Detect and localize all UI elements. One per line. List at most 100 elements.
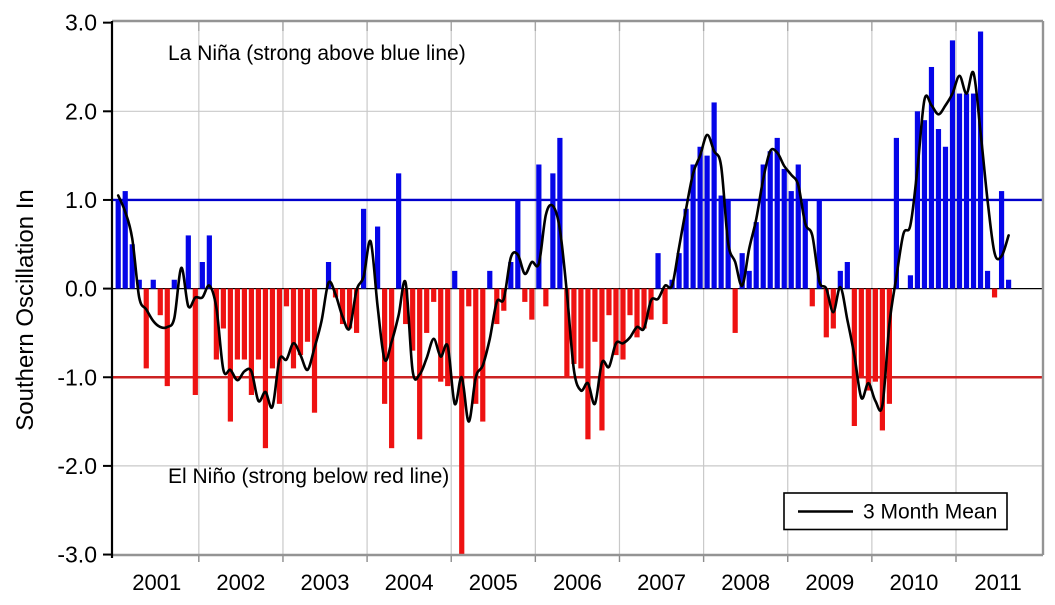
soi-bar-positive bbox=[767, 151, 773, 289]
soi-bar-positive bbox=[746, 270, 752, 289]
x-tick-label: 2007 bbox=[637, 570, 686, 595]
soi-bar-positive bbox=[795, 164, 801, 289]
soi-bar-positive bbox=[837, 270, 843, 289]
soi-bar-negative bbox=[634, 288, 640, 338]
soi-bar-positive bbox=[704, 155, 710, 289]
soi-bar-negative bbox=[227, 288, 233, 422]
soi-bar-positive bbox=[206, 235, 212, 289]
soi-bar-positive bbox=[984, 270, 991, 289]
soi-bar-positive bbox=[1005, 279, 1012, 289]
soi-bar-positive bbox=[122, 191, 128, 289]
soi-bar-negative bbox=[564, 288, 570, 378]
soi-bar-positive bbox=[508, 262, 514, 289]
y-tick-label: -3.0 bbox=[57, 542, 97, 568]
mean-line bbox=[116, 70, 1010, 423]
soi-bar-positive bbox=[942, 146, 949, 289]
soi-bar-positive bbox=[683, 208, 689, 289]
soi-bar-negative bbox=[164, 288, 170, 387]
soi-bar-negative bbox=[424, 288, 430, 333]
soi-bar-negative bbox=[248, 288, 255, 395]
legend-box bbox=[783, 492, 1008, 531]
y-axis-title: Southern Oscillation In bbox=[12, 189, 39, 430]
axis-ticks bbox=[103, 21, 112, 556]
soi-bar-negative bbox=[262, 288, 269, 449]
soi-bar-negative bbox=[529, 288, 535, 320]
soi-bar-positive bbox=[970, 93, 977, 289]
soi-bar-negative bbox=[592, 288, 598, 342]
soi-bar-negative bbox=[382, 288, 388, 404]
soi-bar-positive bbox=[711, 102, 717, 289]
soi-bar-negative bbox=[438, 288, 444, 382]
soi-bar-negative bbox=[473, 288, 479, 404]
soi-bar-negative bbox=[627, 288, 633, 316]
soi-bar-negative bbox=[339, 288, 346, 325]
soi-bar-negative bbox=[858, 288, 864, 378]
soi-bar-positive bbox=[788, 191, 794, 289]
soi-bar-positive bbox=[998, 191, 1005, 289]
x-tick-label: 2011 bbox=[974, 570, 1021, 595]
soi-bar-negative bbox=[571, 288, 577, 364]
soi-bar-negative bbox=[459, 288, 465, 555]
soi-bar-negative bbox=[157, 288, 163, 316]
soi-bar-negative bbox=[641, 288, 647, 329]
soi-bar-negative bbox=[417, 288, 423, 440]
soi-bar-positive bbox=[136, 279, 142, 289]
soi-bar-positive bbox=[185, 235, 191, 289]
soi-bar-negative bbox=[662, 288, 668, 325]
soi-bar-positive bbox=[655, 253, 661, 289]
soi-bar-negative bbox=[585, 288, 591, 440]
soi-bar-positive bbox=[928, 66, 935, 289]
soi-bar-negative bbox=[346, 288, 353, 329]
x-tick-label: 2005 bbox=[469, 570, 518, 595]
soi-bar-positive bbox=[690, 164, 696, 289]
soi-bar-negative bbox=[620, 288, 626, 360]
soi-bar-positive bbox=[375, 226, 381, 289]
soi-bar-positive bbox=[816, 199, 822, 289]
soi-bar-positive bbox=[325, 262, 332, 289]
soi-bar-negative bbox=[732, 288, 738, 333]
soi-bar-positive bbox=[550, 173, 556, 289]
soi-bar-negative bbox=[522, 288, 528, 302]
soi-bar-positive bbox=[396, 173, 402, 289]
bars bbox=[115, 31, 1012, 555]
soi-bar-negative bbox=[466, 288, 472, 307]
soi-bar-negative bbox=[241, 288, 248, 360]
soi-bar-negative bbox=[865, 288, 871, 391]
legend-label: 3 Month Mean bbox=[863, 501, 997, 524]
soi-bar-positive bbox=[914, 111, 921, 289]
y-tick-label: 2.0 bbox=[65, 98, 97, 124]
x-tick-label: 2008 bbox=[721, 570, 770, 595]
soi-bar-positive bbox=[774, 137, 780, 289]
soi-bar-negative bbox=[599, 288, 605, 431]
x-tick-label: 2004 bbox=[385, 570, 434, 595]
legend: 3 Month Mean bbox=[783, 492, 1008, 531]
x-tick-label: 2002 bbox=[216, 570, 265, 595]
soi-bar-negative bbox=[480, 288, 486, 422]
soi-bar-positive bbox=[129, 244, 135, 289]
soi-bar-negative bbox=[283, 288, 290, 307]
soi-bar-positive bbox=[171, 279, 177, 289]
soi-bar-positive bbox=[697, 146, 703, 289]
soi-bar-positive bbox=[893, 137, 900, 289]
soi-bar-negative bbox=[304, 288, 311, 342]
soi-bar-negative bbox=[213, 288, 219, 360]
soi-bar-positive bbox=[753, 222, 759, 289]
soi-bar-negative bbox=[991, 288, 998, 298]
soi-bar-negative bbox=[192, 288, 198, 395]
soi-bar-negative bbox=[234, 288, 240, 360]
soi-bar-positive bbox=[718, 195, 724, 289]
soi-bar-positive bbox=[781, 168, 787, 289]
soi-bar-negative bbox=[143, 288, 149, 369]
soi-bar-positive bbox=[115, 199, 121, 289]
soi-bar-positive bbox=[150, 279, 156, 289]
soi-bar-negative bbox=[389, 288, 395, 449]
soi-bar-negative bbox=[353, 288, 360, 333]
y-tick-label: -1.0 bbox=[57, 364, 97, 390]
soi-bar-positive bbox=[515, 199, 521, 289]
soi-bar-negative bbox=[220, 288, 226, 329]
y-tick-label: 3.0 bbox=[65, 10, 97, 36]
soi-bar-negative bbox=[809, 288, 815, 307]
soi-bar-negative bbox=[403, 288, 409, 325]
